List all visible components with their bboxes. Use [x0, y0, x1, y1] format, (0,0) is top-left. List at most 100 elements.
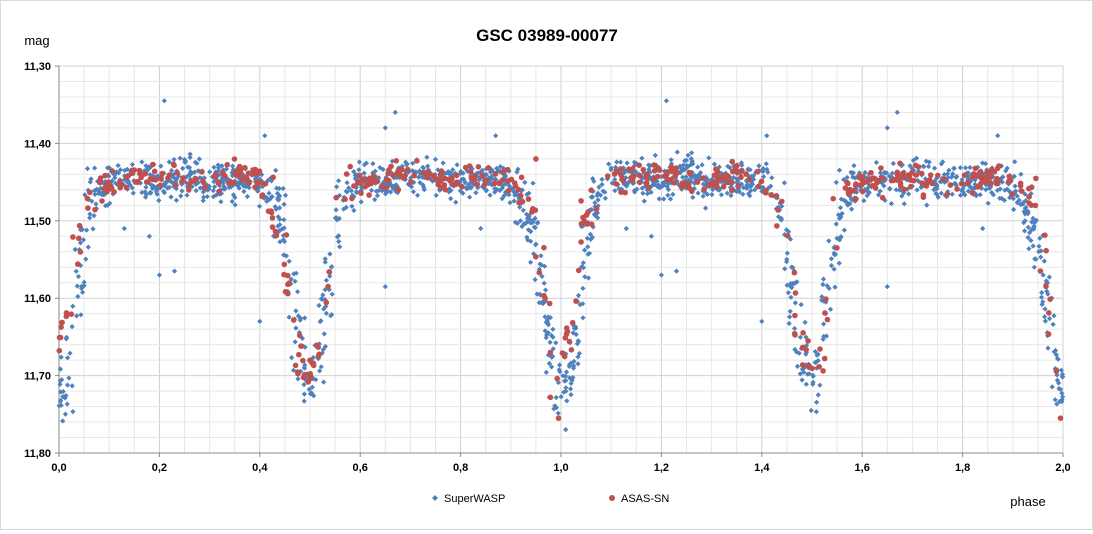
data-point [424, 172, 431, 179]
data-point [352, 172, 358, 178]
data-point [479, 167, 486, 173]
data-point [1030, 215, 1036, 221]
data-point [626, 166, 632, 172]
data-point [315, 353, 322, 360]
data-point [806, 371, 812, 377]
data-point [810, 373, 816, 379]
data-point [748, 184, 754, 190]
data-point [571, 358, 577, 364]
data-point [148, 190, 154, 196]
data-point [351, 183, 357, 189]
data-point [765, 169, 771, 175]
data-point [186, 165, 193, 171]
data-point [791, 330, 798, 337]
data-point [536, 266, 542, 272]
data-point [553, 394, 559, 401]
data-point [499, 177, 506, 184]
data-point [58, 324, 64, 330]
data-point [257, 318, 263, 324]
data-point [157, 182, 164, 189]
data-point [823, 296, 829, 302]
data-point [79, 283, 85, 289]
data-point [382, 125, 388, 131]
data-point [149, 176, 156, 183]
data-point [1032, 202, 1039, 209]
data-point [501, 175, 507, 181]
data-point [256, 203, 263, 209]
data-point [876, 177, 882, 184]
data-point [796, 350, 802, 356]
data-point [752, 187, 758, 193]
data-point [59, 377, 65, 383]
data-point [622, 189, 628, 196]
data-point [823, 299, 829, 305]
data-point [724, 190, 730, 196]
data-point [485, 165, 492, 171]
data-point [783, 227, 790, 233]
data-point [482, 186, 488, 192]
data-point [553, 340, 559, 346]
data-point [210, 194, 216, 200]
data-point [347, 163, 354, 170]
data-point [350, 192, 356, 198]
data-point [1004, 186, 1010, 192]
data-point [143, 184, 149, 190]
data-point [449, 176, 455, 182]
data-point [311, 393, 317, 399]
data-point [102, 172, 108, 179]
data-point [562, 373, 569, 379]
data-point [851, 163, 857, 169]
data-point [941, 171, 947, 178]
data-point [593, 206, 600, 212]
data-point [1020, 200, 1026, 206]
data-point [561, 353, 568, 360]
data-point [277, 239, 283, 245]
data-point [665, 186, 671, 193]
data-point [358, 199, 364, 205]
data-point [547, 394, 554, 401]
data-point [277, 205, 283, 211]
data-point [168, 194, 174, 200]
data-point [254, 179, 260, 186]
data-point [200, 198, 206, 204]
data-point [1026, 230, 1033, 236]
data-point [988, 166, 995, 173]
data-point [459, 183, 465, 190]
data-point [563, 369, 570, 375]
data-point [841, 197, 847, 203]
data-point [1022, 211, 1028, 217]
data-point [799, 362, 806, 368]
data-point [518, 174, 525, 181]
data-point [302, 315, 308, 321]
data-point [1059, 390, 1065, 396]
data-point [346, 185, 352, 191]
data-point [89, 198, 95, 204]
data-point [695, 164, 701, 170]
data-point [283, 232, 290, 238]
data-point [881, 183, 887, 189]
data-point [644, 175, 650, 182]
data-point [424, 154, 430, 160]
data-point [57, 398, 64, 404]
data-point [822, 310, 828, 316]
data-point [489, 182, 495, 188]
data-point [536, 269, 543, 276]
data-point [957, 192, 964, 198]
data-point [682, 158, 688, 164]
data-point [466, 163, 473, 169]
data-point [636, 162, 642, 168]
data-point [545, 314, 551, 320]
data-point [575, 354, 581, 360]
data-point [729, 158, 735, 165]
data-point [888, 201, 894, 207]
data-point [145, 166, 151, 172]
data-point [576, 350, 582, 357]
data-point [1042, 306, 1048, 312]
data-point [524, 191, 530, 198]
data-point [450, 167, 456, 173]
data-point [823, 333, 830, 339]
data-point [171, 268, 178, 274]
data-point [1040, 299, 1046, 305]
data-point [861, 198, 867, 204]
data-point [158, 163, 164, 169]
